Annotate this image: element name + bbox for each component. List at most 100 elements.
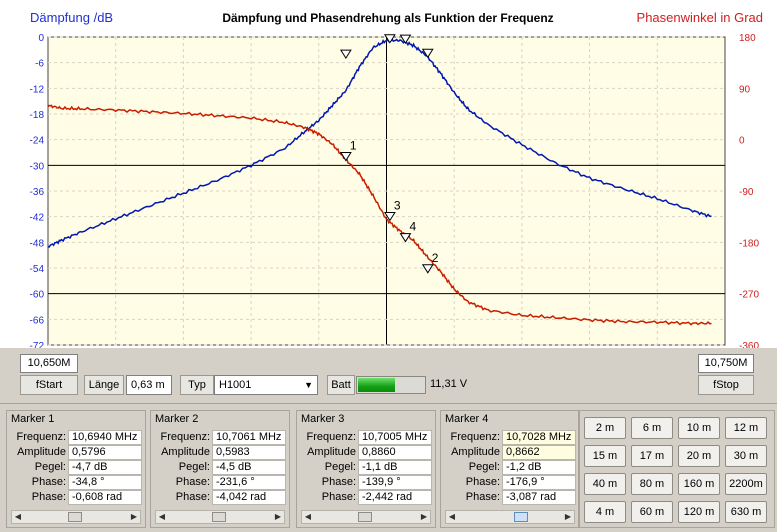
- marker-label: Frequenz:: [450, 431, 500, 443]
- cable-button[interactable]: 40 m: [584, 473, 626, 495]
- cable-button[interactable]: 80 m: [631, 473, 673, 495]
- chevron-down-icon: ▼: [304, 380, 313, 390]
- marker-value-frequenz: 10,7005 MHz: [358, 430, 432, 445]
- scroll-left-icon[interactable]: ◀: [448, 512, 456, 521]
- attenuation-marker: [399, 34, 412, 45]
- marker-label: Pegel:: [34, 461, 66, 473]
- marker-title: Marker 4: [445, 413, 489, 425]
- fstart-value[interactable]: 10,650M: [20, 354, 78, 373]
- phase-marker: [421, 264, 434, 274]
- scroll-thumb[interactable]: [212, 512, 226, 522]
- left-tick-label: -72: [30, 341, 45, 348]
- cable-button[interactable]: 6 m: [631, 417, 673, 439]
- scroll-left-icon[interactable]: ◀: [304, 512, 312, 521]
- series-group: [47, 37, 712, 326]
- marker-value-phase_deg: -139,9 °: [358, 475, 432, 490]
- marker-value-phase_deg: -34,8 °: [68, 475, 142, 490]
- marker-label: Phase:: [465, 476, 500, 488]
- phase-marker: [399, 233, 412, 243]
- marker-row-phase_deg: Phase: -34,8 °: [7, 475, 142, 490]
- right-tick-label: 0: [739, 136, 745, 147]
- scroll-left-icon[interactable]: ◀: [158, 512, 166, 521]
- left-tick-label: -42: [30, 213, 45, 224]
- cable-button[interactable]: 17 m: [631, 445, 673, 467]
- marker-row-phase_rad: Phase: -4,042 rad: [151, 490, 286, 505]
- marker-row-phase_deg: Phase: -139,9 °: [297, 475, 432, 490]
- marker-label: Frequenz:: [160, 431, 210, 443]
- marker-title: Marker 2: [155, 413, 199, 425]
- right-tick-label: -90: [739, 187, 754, 198]
- attenuation-marker: [339, 49, 352, 60]
- scroll-right-icon[interactable]: ▶: [564, 512, 572, 521]
- marker-label: Pegel:: [178, 461, 210, 473]
- marker-value-frequenz: 10,7061 MHz: [212, 430, 286, 445]
- right-tick-label: -180: [739, 238, 759, 249]
- marker-row-frequenz: Frequenz: 10,7028 MHz: [441, 430, 576, 445]
- fstart-button[interactable]: fStart: [20, 375, 78, 395]
- cable-button[interactable]: 4 m: [584, 501, 626, 523]
- markers-group: 1 2 34: [339, 34, 439, 274]
- marker-row-amplitude: Amplitude 0,5983: [151, 445, 286, 460]
- marker-value-phase_deg: -231,6 °: [212, 475, 286, 490]
- marker-value-phase_deg: -176,9 °: [502, 475, 576, 490]
- marker-label: Pegel:: [324, 461, 356, 473]
- marker-panel-2: Marker 2 Frequenz: 10,7061 MHz Amplitude 0,5…: [150, 410, 290, 528]
- phase-marker: [383, 211, 396, 222]
- marker-label: Frequenz:: [16, 431, 66, 443]
- marker-value-amplitude: 0,5983: [212, 445, 286, 460]
- cable-button[interactable]: 60 m: [631, 501, 673, 523]
- marker-label: Phase:: [321, 476, 356, 488]
- batt-label: Batt: [327, 375, 355, 395]
- scroll-right-icon[interactable]: ▶: [274, 512, 282, 521]
- cable-button[interactable]: 120 m: [678, 501, 720, 523]
- cable-button[interactable]: 20 m: [678, 445, 720, 467]
- scroll-right-icon[interactable]: ▶: [130, 512, 138, 521]
- cable-button[interactable]: 2 m: [584, 417, 626, 439]
- marker-scrollbar[interactable]: ◀ ▶: [11, 510, 141, 524]
- marker-value-pegel: -4,7 dB: [68, 460, 142, 475]
- left-axis-ticks: 0 -6 -12 -18 -24 -30 -36 -42 -48 -54 -60 -66 -72: [30, 33, 45, 352]
- fstop-button[interactable]: fStop: [698, 375, 754, 395]
- right-tick-label: -270: [739, 290, 759, 301]
- laenge-input[interactable]: 0,63 m: [126, 375, 172, 395]
- scroll-thumb[interactable]: [358, 512, 372, 522]
- cable-button[interactable]: 12 m: [725, 417, 767, 439]
- cable-button[interactable]: 160 m: [678, 473, 720, 495]
- scroll-left-icon[interactable]: ◀: [14, 512, 22, 521]
- marker-label: Amplitude: [307, 446, 356, 458]
- marker-scrollbar[interactable]: ◀ ▶: [155, 510, 285, 524]
- cable-button[interactable]: 10 m: [678, 417, 720, 439]
- marker-panel-4: Marker 4 Frequenz: 10,7028 MHz Amplitude 0,8…: [440, 410, 580, 528]
- cable-button[interactable]: 15 m: [584, 445, 626, 467]
- right-tick-label: 180: [739, 33, 756, 44]
- marker-panel-3: Marker 3 Frequenz: 10,7005 MHz Amplitude 0,8…: [296, 410, 436, 528]
- marker-row-amplitude: Amplitude 0,8662: [441, 445, 576, 460]
- laenge-label: Länge: [84, 375, 124, 395]
- scroll-right-icon[interactable]: ▶: [420, 512, 428, 521]
- left-axis-label: Dämpfung /dB: [30, 10, 113, 25]
- cable-button[interactable]: 30 m: [725, 445, 767, 467]
- scroll-thumb[interactable]: [68, 512, 82, 522]
- marker-value-amplitude: 0,8860: [358, 445, 432, 460]
- marker-label: Phase:: [175, 491, 210, 503]
- chart-svg: Dämpfung /dB Dämpfung und Phasendrehung …: [30, 10, 763, 362]
- frequency-response-chart: Dämpfung /dB Dämpfung und Phasendrehung …: [0, 0, 777, 362]
- cable-button[interactable]: 630 m: [725, 501, 767, 523]
- scroll-thumb[interactable]: [514, 512, 528, 522]
- marker-label: Phase:: [175, 476, 210, 488]
- marker-value-amplitude: 0,8662: [502, 445, 576, 460]
- marker-number-label: 1: [350, 139, 357, 153]
- marker-row-frequenz: Frequenz: 10,6940 MHz: [7, 430, 142, 445]
- marker-scrollbar[interactable]: ◀ ▶: [445, 510, 575, 524]
- marker-scrollbar[interactable]: ◀ ▶: [301, 510, 431, 524]
- marker-number-label: 2: [432, 251, 439, 265]
- fstop-value[interactable]: 10,750M: [698, 354, 754, 373]
- left-tick-label: -18: [30, 110, 45, 121]
- right-tick-label: 90: [739, 84, 751, 95]
- right-axis-label: Phasenwinkel in Grad: [637, 10, 763, 25]
- cable-button[interactable]: 2200m: [725, 473, 767, 495]
- marker-value-phase_rad: -2,442 rad: [358, 490, 432, 505]
- phase-series: [47, 104, 712, 326]
- marker-value-phase_rad: -0,608 rad: [68, 490, 142, 505]
- typ-select[interactable]: H1001 ▼: [214, 375, 318, 395]
